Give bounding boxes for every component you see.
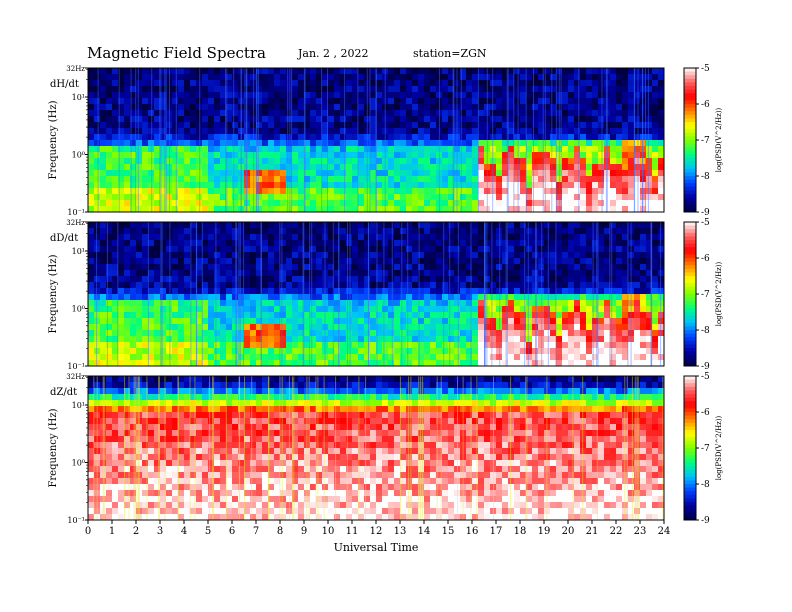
- x-tick-label: 10: [322, 526, 335, 537]
- colorbar-tick-label: -7: [701, 136, 710, 146]
- x-tick-label: 15: [442, 526, 455, 537]
- colorbar-tick-label: -9: [701, 516, 710, 526]
- y-axis-label: Frequency (Hz): [48, 408, 59, 487]
- colorbar: -5 -6 -7 -8 -9 log(PSD(V^2/Hz)): [683, 64, 723, 218]
- x-axis: 0 1 2 3 4 5 6 7 8 9 10 11 12 13 14 15 16 17 18 19 20 21 22 23 24…: [85, 520, 671, 554]
- x-tick-label: 17: [490, 526, 503, 537]
- y-tick-label: 32Hz: [66, 65, 85, 73]
- x-tick-label: 3: [157, 526, 163, 537]
- interference-stripes: [97, 68, 649, 212]
- colorbar-tick-label: -8: [701, 172, 710, 182]
- x-tick-label: 9: [301, 526, 307, 537]
- x-tick-label: 1: [109, 526, 115, 537]
- x-tick-label: 13: [394, 526, 407, 537]
- spectrogram-cells: [88, 222, 665, 367]
- date-label: Jan. 2 , 2022: [298, 47, 369, 60]
- y-tick-label: 32Hz: [66, 219, 85, 227]
- interference-stripes: [93, 376, 664, 520]
- panel-label: dZ/dt: [50, 387, 77, 398]
- x-tick-label: 0: [85, 526, 91, 537]
- colorbar-label: log(PSD(V^2/Hz)): [715, 261, 723, 326]
- colorbar-tick-label: -5: [701, 218, 710, 228]
- colorbar-tick-label: -6: [701, 254, 710, 264]
- colorbar-tick-label: -6: [701, 100, 710, 110]
- x-tick-label: 24: [658, 526, 671, 537]
- x-tick-label: 4: [181, 526, 187, 537]
- panel-label: dD/dt: [50, 233, 78, 244]
- x-tick-label: 22: [610, 526, 623, 537]
- plot-frame: [87, 67, 665, 213]
- colorbar-label: log(PSD(V^2/Hz)): [715, 415, 723, 480]
- colorbar: -5 -6 -7 -8 -9 log(PSD(V^2/Hz)): [683, 218, 723, 372]
- colorbar-tick-label: -7: [701, 290, 710, 300]
- x-tick-label: 2: [133, 526, 139, 537]
- spectrogram-cells: [88, 68, 665, 213]
- x-tick-label: 7: [253, 526, 259, 537]
- panel-label: dH/dt: [50, 79, 79, 90]
- x-tick-label: 16: [466, 526, 479, 537]
- y-tick-label: 10¹: [72, 401, 85, 410]
- y-tick-label: 10¹: [72, 247, 85, 256]
- x-tick-label: 14: [418, 526, 431, 537]
- plot-frame: [87, 221, 665, 367]
- x-tick-label: 18: [514, 526, 527, 537]
- x-tick-label: 19: [538, 526, 551, 537]
- x-axis-label: Universal Time: [334, 541, 419, 554]
- y-tick-label: 10¹: [72, 93, 85, 102]
- y-tick-label: 10⁰: [72, 151, 85, 160]
- y-tick-label: 32Hz: [66, 373, 85, 381]
- colorbar-tick-label: -5: [701, 372, 710, 382]
- colorbar-label: log(PSD(V^2/Hz)): [715, 107, 723, 172]
- colorbar-tick-label: -7: [701, 444, 710, 454]
- station-label: station=ZGN: [413, 47, 487, 60]
- colorbar: -5 -6 -7 -8 -9 log(PSD(V^2/Hz)): [683, 372, 723, 526]
- y-tick-label: 10⁻¹: [67, 208, 85, 217]
- x-tick-label: 20: [562, 526, 575, 537]
- colorbar-tick-label: -8: [701, 326, 710, 336]
- colorbar-tick-label: -6: [701, 408, 710, 418]
- x-tick-label: 12: [370, 526, 383, 537]
- y-axis-label: Frequency (Hz): [48, 254, 59, 333]
- figure-title: Magnetic Field Spectra: [87, 44, 266, 62]
- x-tick-label: 21: [586, 526, 599, 537]
- x-tick-label: 6: [229, 526, 235, 537]
- y-tick-label: 10⁻¹: [67, 362, 85, 371]
- x-tick-label: 8: [277, 526, 283, 537]
- interference-stripes: [96, 222, 662, 366]
- colorbar-tick-label: -9: [701, 208, 710, 218]
- y-tick-label: 10⁻¹: [67, 516, 85, 525]
- x-tick-label: 5: [205, 526, 211, 537]
- y-tick-label: 10⁰: [72, 459, 85, 468]
- colorbar-tick-label: -5: [701, 64, 710, 74]
- y-axis-label: Frequency (Hz): [48, 100, 59, 179]
- spectrogram-cells: [88, 376, 665, 521]
- x-tick-label: 23: [634, 526, 647, 537]
- colorbar-tick-label: -9: [701, 362, 710, 372]
- colorbar-tick-label: -8: [701, 480, 710, 490]
- x-tick-label: 11: [346, 526, 359, 537]
- y-tick-label: 10⁰: [72, 305, 85, 314]
